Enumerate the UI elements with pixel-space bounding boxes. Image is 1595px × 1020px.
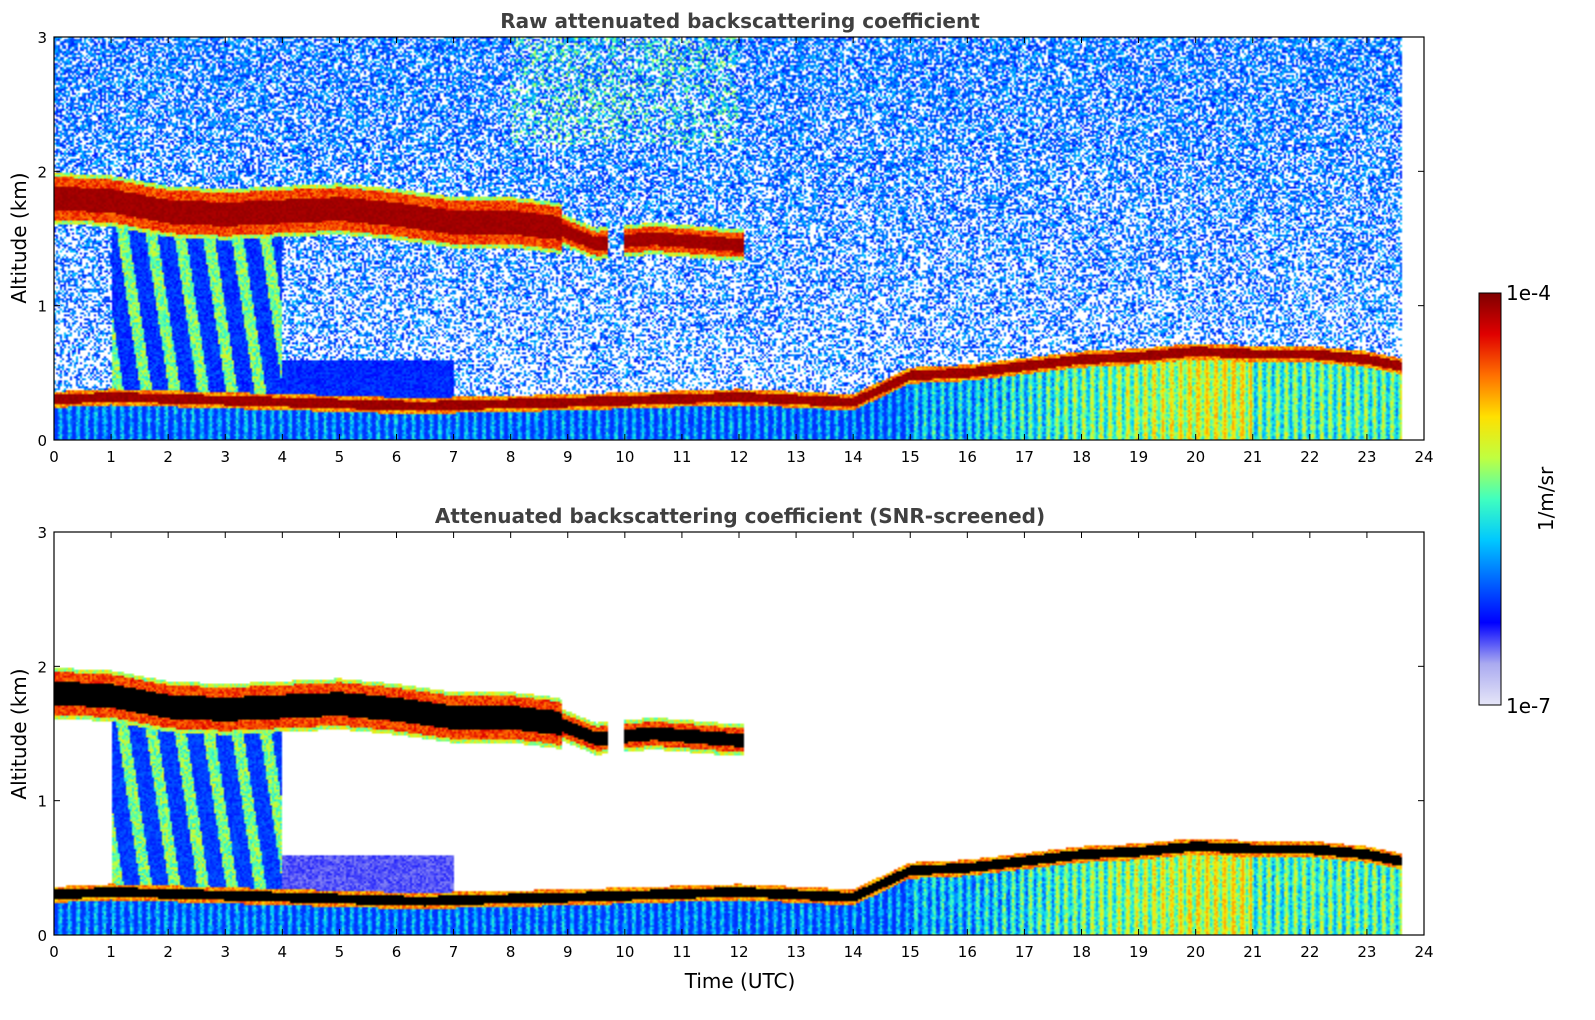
x-tick-label: 18 — [1072, 943, 1091, 961]
colorbar-min-label: 1e-7 — [1506, 694, 1551, 718]
x-tick-label: 9 — [563, 943, 573, 961]
x-tick-label: 10 — [615, 943, 634, 961]
y-tick-label: 3 — [37, 524, 47, 542]
panel-screened-ylabel: Altitude (km) — [7, 668, 31, 799]
x-tick-label: 19 — [1129, 448, 1148, 466]
x-tick-label: 3 — [220, 943, 230, 961]
x-tick-label: 6 — [392, 943, 402, 961]
y-tick-label: 0 — [37, 927, 47, 945]
panel-raw-y-axis: 0 1 2 3 — [37, 29, 1424, 450]
x-tick-label: 2 — [163, 943, 173, 961]
x-tick-label: 14 — [844, 943, 863, 961]
x-tick-label: 4 — [278, 448, 288, 466]
x-tick-label: 5 — [335, 943, 345, 961]
x-tick-label: 12 — [729, 943, 748, 961]
x-tick-label: 1 — [106, 448, 116, 466]
panel-raw-heatmap — [54, 37, 1424, 440]
x-tick-label: 21 — [1243, 448, 1262, 466]
x-tick-label: 12 — [729, 448, 748, 466]
x-tick-label: 22 — [1300, 943, 1319, 961]
x-tick-label: 6 — [392, 448, 402, 466]
panel-raw-x-axis: 0 1 2 3 4 5 6 7 8 9 10 11 12 13 14 15 16 17 18 19 20 21 22 23 24 — [49, 37, 1434, 466]
panel-screened-x-axis: 0 1 2 3 4 5 6 7 8 9 10 11 12 13 14 15 16 17 18 19 20 21 22 23 24 — [49, 532, 1434, 961]
colorbar: 1e-4 1e-7 1/m/sr — [1478, 281, 1558, 718]
x-tick-label: 16 — [958, 943, 977, 961]
panel-screened-xlabel: Time (UTC) — [684, 969, 796, 993]
x-tick-label: 24 — [1414, 943, 1433, 961]
x-tick-label: 10 — [615, 448, 634, 466]
x-tick-label: 8 — [506, 448, 516, 466]
x-tick-label: 9 — [563, 448, 573, 466]
panel-raw-title: Raw attenuated backscattering coefficien… — [500, 9, 980, 33]
panel-screened-heatmap — [54, 532, 1424, 935]
panel-screened-y-axis: 0 1 2 3 — [37, 524, 1424, 945]
x-tick-label: 19 — [1129, 943, 1148, 961]
panel-raw-ylabel: Altitude (km) — [7, 172, 31, 303]
y-tick-label: 2 — [37, 163, 47, 181]
x-tick-label: 15 — [901, 943, 920, 961]
y-tick-label: 0 — [37, 432, 47, 450]
x-tick-label: 17 — [1015, 943, 1034, 961]
x-tick-label: 24 — [1414, 448, 1433, 466]
x-tick-label: 15 — [901, 448, 920, 466]
panel-screened-title: Attenuated backscattering coefficient (S… — [435, 504, 1045, 528]
x-tick-label: 8 — [506, 943, 516, 961]
x-tick-label: 23 — [1357, 448, 1376, 466]
x-tick-label: 11 — [672, 448, 691, 466]
panel-raw: Raw attenuated backscattering coefficien… — [7, 9, 1434, 466]
x-tick-label: 13 — [787, 448, 806, 466]
y-tick-label: 1 — [37, 298, 47, 316]
heatmap-raster — [54, 532, 1424, 935]
x-tick-label: 23 — [1357, 943, 1376, 961]
x-tick-label: 22 — [1300, 448, 1319, 466]
x-tick-label: 7 — [449, 943, 459, 961]
x-tick-label: 0 — [49, 448, 59, 466]
x-tick-label: 13 — [787, 943, 806, 961]
x-tick-label: 0 — [49, 943, 59, 961]
y-tick-label: 3 — [37, 29, 47, 47]
x-tick-label: 5 — [335, 448, 345, 466]
x-tick-label: 17 — [1015, 448, 1034, 466]
x-tick-label: 16 — [958, 448, 977, 466]
x-tick-label: 7 — [449, 448, 459, 466]
colorbar-frame — [1478, 292, 1502, 706]
x-tick-label: 4 — [278, 943, 288, 961]
colorbar-gradient — [1479, 293, 1501, 705]
heatmap-raster — [54, 37, 1424, 440]
x-tick-label: 14 — [844, 448, 863, 466]
panel-screened: Attenuated backscattering coefficient (S… — [7, 504, 1434, 993]
x-tick-label: 21 — [1243, 943, 1262, 961]
x-tick-label: 3 — [220, 448, 230, 466]
x-tick-label: 11 — [672, 943, 691, 961]
colorbar-max-label: 1e-4 — [1506, 281, 1551, 305]
x-tick-label: 18 — [1072, 448, 1091, 466]
colorbar-unit-label: 1/m/sr — [1534, 466, 1558, 531]
y-tick-label: 1 — [37, 793, 47, 811]
y-tick-label: 2 — [37, 658, 47, 676]
x-tick-label: 1 — [106, 943, 116, 961]
x-tick-label: 20 — [1186, 943, 1205, 961]
x-tick-label: 2 — [163, 448, 173, 466]
x-tick-label: 20 — [1186, 448, 1205, 466]
